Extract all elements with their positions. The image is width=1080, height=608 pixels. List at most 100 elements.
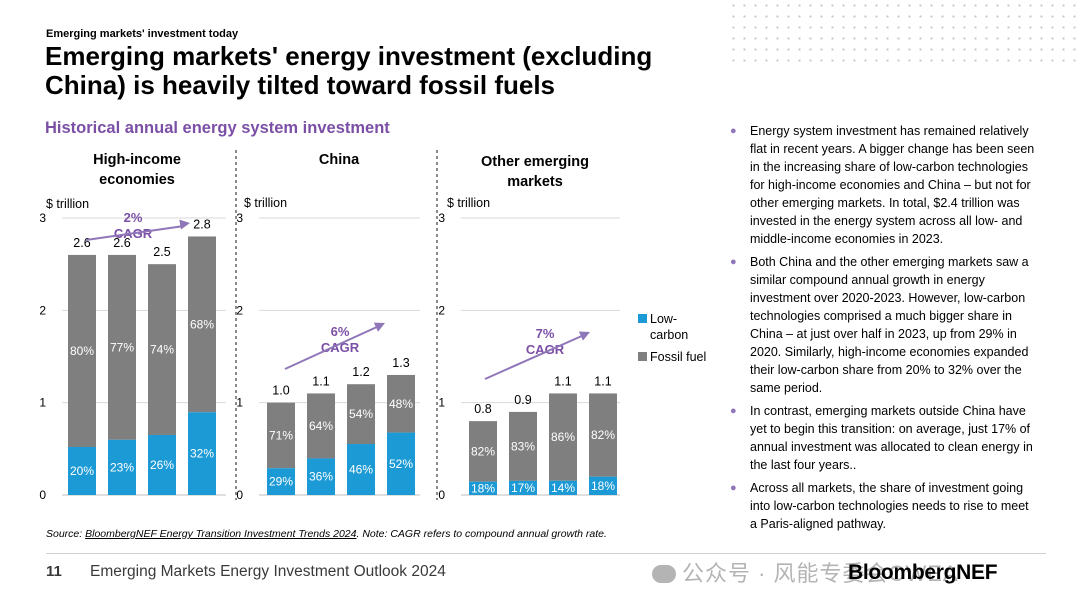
cagr-arrow (484, 334, 585, 380)
panel-title: China (319, 152, 360, 168)
data-label-total: 2.5 (153, 245, 170, 259)
data-label-low-carbon-share: 46% (349, 463, 373, 477)
page-title: Emerging markets' energy investment (exc… (45, 41, 653, 100)
y-tick-label: 0 (39, 488, 46, 500)
cagr-arrow (85, 225, 185, 241)
bar-low-carbon (307, 458, 335, 495)
y-tick-label: 3 (236, 211, 243, 225)
data-label-low-carbon-share: 36% (309, 470, 333, 484)
y-tick-label: 2 (39, 303, 46, 317)
chart-legend: Low-carbon Fossil fuel (638, 312, 706, 364)
y-tick-label: 3 (39, 211, 46, 225)
bar-fossil-fuel (469, 421, 497, 482)
bar-low-carbon (188, 412, 216, 495)
footer-document-title: Emerging Markets Energy Investment Outlo… (90, 563, 446, 580)
bar-low-carbon (68, 446, 96, 495)
bar-low-carbon (267, 468, 295, 495)
y-tick-label: 2 (236, 303, 243, 317)
data-label-total: 1.2 (352, 365, 369, 379)
bullet-text: Both China and the other emerging market… (750, 255, 1029, 395)
data-label-total: 2.8 (193, 217, 210, 231)
decorative-dot-grid (728, 0, 1080, 66)
watermark-text: 公众号 · 风能专委会CWEA (682, 561, 959, 586)
bar-fossil-fuel (307, 393, 335, 459)
panel-title: Other emerging (481, 154, 589, 170)
bar-low-carbon (108, 439, 136, 495)
bar-fossil-fuel (347, 384, 375, 445)
y-tick-label: 1 (438, 396, 445, 410)
bar-fossil-fuel (549, 393, 577, 481)
bloombergnef-logo: BloombergNEF (848, 561, 998, 584)
data-label-low-carbon-share: 29% (269, 475, 293, 489)
data-label-low-carbon-share: 20% (70, 464, 94, 478)
list-item: ● In contrast, emerging markets outside C… (728, 402, 1038, 474)
chart-subtitle: Historical annual energy system investme… (45, 119, 390, 137)
bullet-icon: ● (730, 405, 737, 417)
y-axis-unit-label: $ trillion (447, 196, 490, 210)
bullet-icon: ● (730, 482, 737, 494)
legend-label-low-carbon: Low-carbon (650, 312, 688, 342)
bar-low-carbon (148, 434, 176, 495)
data-label-low-carbon-share: 52% (389, 457, 413, 471)
data-label-low-carbon-share: 23% (110, 460, 134, 474)
y-axis-unit-label: $ trillion (244, 196, 287, 210)
bar-low-carbon (549, 480, 577, 495)
cagr-arrow-head-icon (179, 219, 190, 230)
wechat-icon (652, 565, 676, 583)
data-label-total: 1.3 (392, 356, 409, 370)
data-label-fossil-fuel-share: 86% (551, 430, 575, 444)
data-label-low-carbon-share: 18% (591, 479, 615, 493)
footer-divider (46, 553, 1046, 554)
bar-low-carbon (509, 480, 537, 495)
data-label-fossil-fuel-share: 82% (591, 428, 615, 442)
data-label-low-carbon-share: 17% (511, 481, 535, 495)
bar-fossil-fuel (387, 374, 415, 433)
panel-title: markets (507, 174, 563, 190)
bar-fossil-fuel (68, 254, 96, 447)
bullet-text: Energy system investment has remained re… (750, 124, 1035, 246)
bar-low-carbon (469, 481, 497, 495)
data-label-fossil-fuel-share: 71% (269, 428, 293, 442)
data-label-fossil-fuel-share: 77% (110, 340, 134, 354)
commentary-list: ● Energy system investment has remained r… (728, 122, 1038, 538)
data-label-total: 1.1 (312, 374, 329, 388)
data-label-total: 0.9 (514, 393, 531, 407)
cagr-annotation: CAGR (321, 340, 360, 355)
data-label-total: 1.1 (594, 374, 611, 388)
bullet-text: In contrast, emerging markets outside Ch… (750, 404, 1033, 472)
legend-swatch-low-carbon (638, 314, 647, 323)
data-label-total: 0.8 (474, 402, 491, 416)
section-kicker: Emerging markets' investment today (46, 28, 239, 40)
data-label-fossil-fuel-share: 68% (190, 317, 214, 331)
data-label-fossil-fuel-share: 54% (349, 407, 373, 421)
bar-fossil-fuel (267, 402, 295, 469)
source-note: Source: BloombergNEF Energy Transition I… (46, 528, 607, 540)
panel-title: economies (99, 172, 175, 188)
y-tick-label: 1 (39, 396, 46, 410)
list-item: ● Energy system investment has remained r… (728, 122, 1038, 248)
data-label-total: 1.1 (554, 374, 571, 388)
source-prefix: Source: (46, 528, 86, 540)
bar-fossil-fuel (148, 264, 176, 435)
bullet-icon: ● (730, 256, 737, 268)
legend-label-fossil-fuel: Fossil fuel (650, 350, 706, 364)
cagr-annotation: 7% (536, 326, 555, 341)
data-label-fossil-fuel-share: 80% (70, 344, 94, 358)
y-tick-label: 3 (438, 211, 445, 225)
data-label-total: 1.0 (272, 384, 289, 398)
page-number: 11 (46, 563, 62, 580)
data-label-total: 2.6 (73, 236, 90, 250)
list-item: ● Across all markets, the share of invest… (728, 479, 1038, 533)
list-item: ● Both China and the other emerging marke… (728, 253, 1038, 397)
bar-fossil-fuel (589, 393, 617, 477)
cagr-annotation: CAGR (526, 342, 565, 357)
data-label-fossil-fuel-share: 82% (471, 444, 495, 458)
investment-chart: High-income economies $ trillion 0 1 2 3 80% 20%… (39, 150, 706, 500)
bar-low-carbon (347, 444, 375, 495)
data-label-low-carbon-share: 26% (150, 458, 174, 472)
source-link[interactable]: BloombergNEF Energy Transition Investmen… (85, 528, 357, 540)
bar-fossil-fuel (188, 236, 216, 413)
y-axis-unit-label: $ trillion (46, 197, 89, 211)
y-tick-label: 1 (236, 396, 243, 410)
bar-fossil-fuel (108, 254, 136, 440)
